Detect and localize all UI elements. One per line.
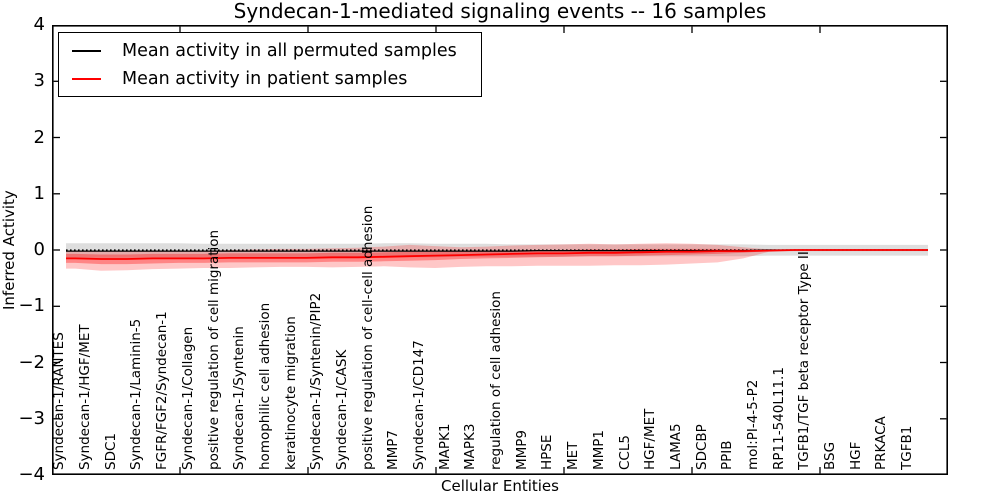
x-category-label: HGF — [847, 441, 864, 470]
x-category-label: RP11-540L11.1 — [770, 367, 787, 470]
y-tick-label: 1 — [33, 182, 45, 204]
x-category-label: Syndecan-1/RANTES — [51, 332, 68, 470]
legend-label-patient: Mean activity in patient samples — [122, 68, 408, 89]
x-category-label: Syndecan-1/Syntenin — [231, 326, 248, 470]
x-category-label: LAMA5 — [667, 423, 684, 470]
y-tick-label: −4 — [18, 464, 45, 485]
x-category-label: MAPK3 — [462, 423, 479, 470]
y-tick-label: 0 — [33, 239, 45, 260]
x-category-label: TGFB1 — [899, 425, 916, 470]
x-category-label: regulation of cell adhesion — [488, 291, 505, 470]
x-category-label: Syndecan-1/Syntenin/PIP2 — [308, 292, 325, 470]
patient-band-inner — [66, 248, 928, 265]
x-category-label: SDC1 — [102, 433, 119, 470]
y-tick-label: −1 — [18, 295, 45, 317]
x-category-label: homophilic cell adhesion — [256, 302, 273, 470]
x-category-label: HPSE — [539, 434, 556, 470]
legend: Mean activity in all permuted samples Me… — [58, 32, 482, 97]
x-category-label: mol:PI-4-5-P2 — [744, 379, 761, 470]
x-category-label: HGF/MET — [642, 408, 659, 470]
x-category-label: MMP9 — [513, 429, 530, 470]
y-tick-label: 4 — [33, 14, 45, 35]
patient-mean-line — [66, 249, 928, 260]
x-category-label: positive regulation of cell-cell adhesio… — [359, 205, 376, 470]
x-category-label: TGFB1/TGF beta receptor Type II — [796, 251, 813, 470]
y-tick-label: −2 — [18, 351, 45, 373]
y-tick-label: 3 — [33, 70, 45, 92]
x-category-label: SDCBP — [693, 424, 710, 470]
patient-line-swatch — [72, 77, 101, 80]
y-tick-label: 2 — [33, 126, 45, 148]
x-category-label: Syndecan-1/Collagen — [179, 326, 196, 470]
x-category-label: MET — [565, 441, 582, 470]
x-category-label: Syndecan-1/CD147 — [411, 340, 428, 470]
x-category-label: positive regulation of cell migration — [205, 229, 222, 470]
x-axis-label: Cellular Entities — [441, 477, 559, 495]
permuted-line-swatch — [72, 49, 101, 52]
legend-item-patient: Mean activity in patient samples — [59, 65, 481, 93]
x-category-label: keratinocyte migration — [282, 316, 299, 470]
axes-frame — [52, 25, 948, 475]
x-category-label: FGFR/FGF2/Syndecan-1 — [154, 311, 171, 470]
legend-item-permuted: Mean activity in all permuted samples — [59, 37, 481, 65]
x-category-label: MMP7 — [385, 429, 402, 470]
x-category-label: Syndecan-1/CASK — [333, 349, 350, 470]
y-tick-label: −3 — [18, 407, 45, 429]
x-category-label: Syndecan-1/HGF/MET — [77, 324, 94, 470]
x-category-label: PPIB — [719, 440, 736, 470]
x-category-label: MMP1 — [590, 429, 607, 470]
x-category-label: PRKACA — [873, 416, 890, 470]
chart-title: Syndecan-1-mediated signaling events -- … — [233, 0, 767, 23]
legend-label-permuted: Mean activity in all permuted samples — [122, 40, 457, 61]
x-category-label: MAPK1 — [436, 423, 453, 470]
x-category-label: CCL5 — [616, 435, 633, 470]
x-category-label: Syndecan-1/Laminin-5 — [128, 318, 145, 470]
x-category-label: BSG — [822, 441, 839, 470]
plot-area — [52, 25, 948, 475]
